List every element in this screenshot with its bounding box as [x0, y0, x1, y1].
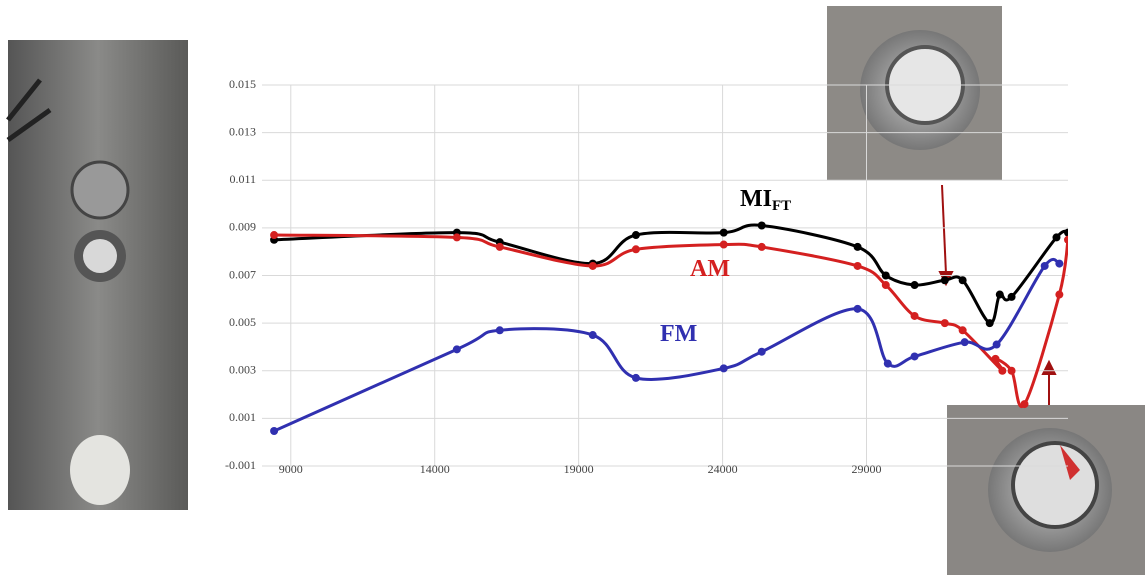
data-point — [958, 326, 967, 335]
data-point — [631, 245, 640, 254]
data-point — [910, 281, 919, 290]
series-name: MI — [740, 186, 772, 212]
x-tick-label: 9000 — [279, 462, 303, 476]
data-point — [719, 228, 728, 237]
y-tick-label: 0.013 — [229, 124, 256, 138]
series-name: FM — [660, 321, 697, 347]
data-point — [1007, 366, 1016, 375]
data-point — [853, 242, 862, 251]
data-point — [631, 373, 640, 382]
data-point — [719, 364, 728, 373]
data-point — [1064, 235, 1068, 244]
data-point — [940, 319, 949, 328]
data-point — [452, 345, 461, 354]
data-point — [985, 319, 994, 328]
data-point — [883, 359, 892, 368]
data-point — [1055, 290, 1064, 299]
data-point — [995, 290, 1004, 299]
data-point — [960, 338, 969, 347]
data-point — [270, 426, 279, 435]
data-point — [940, 276, 949, 285]
data-point — [910, 311, 919, 320]
data-point — [1020, 400, 1029, 409]
data-point — [881, 271, 890, 280]
data-point — [757, 347, 766, 356]
data-point — [998, 366, 1007, 375]
x-tick-label: 14000 — [420, 462, 450, 476]
data-point — [1064, 228, 1068, 237]
x-tick-label: 19000 — [564, 462, 594, 476]
photo-specimen — [6, 40, 188, 510]
y-tick-label: 0.009 — [229, 220, 256, 234]
plot — [270, 221, 1068, 435]
series-label: AM — [690, 256, 730, 282]
data-point — [991, 354, 1000, 363]
y-tick-label: 0.007 — [229, 267, 256, 281]
x-tick-label: 29000 — [852, 462, 882, 476]
x-tick-label: 24000 — [708, 462, 738, 476]
data-point — [495, 326, 504, 335]
data-point — [1052, 233, 1061, 242]
data-point — [270, 231, 279, 240]
y-tick-label: -0.001 — [225, 458, 256, 472]
data-point — [881, 281, 890, 290]
photo-hole-top — [827, 6, 1002, 180]
data-point — [757, 242, 766, 251]
data-point — [588, 331, 597, 340]
data-point — [1055, 259, 1064, 268]
photo-hole-bottom — [947, 405, 1145, 575]
data-point — [631, 231, 640, 240]
series-name: AM — [690, 256, 730, 282]
data-point — [1007, 292, 1016, 301]
data-point — [958, 276, 967, 285]
data-point — [910, 352, 919, 361]
data-point — [495, 242, 504, 251]
y-tick-label: 0.005 — [229, 315, 256, 329]
series-subscript: FT — [772, 198, 791, 214]
data-point — [853, 304, 862, 313]
series-label: FM — [660, 321, 697, 347]
data-point — [757, 221, 766, 230]
data-point — [452, 233, 461, 242]
data-point — [719, 240, 728, 249]
series-label: MIFT — [740, 186, 791, 215]
y-tick-label: 0.003 — [229, 363, 256, 377]
data-point — [1040, 261, 1049, 270]
data-point — [992, 340, 1001, 349]
y-tick-label: 0.015 — [229, 77, 256, 91]
data-point — [853, 261, 862, 270]
y-tick-label: 0.001 — [229, 410, 256, 424]
data-point — [588, 261, 597, 270]
y-tick-label: 0.011 — [229, 172, 256, 186]
axes: -0.001 0.001 0.003 0.005 0.007 0.009 0.011 0.01… — [225, 77, 1068, 476]
